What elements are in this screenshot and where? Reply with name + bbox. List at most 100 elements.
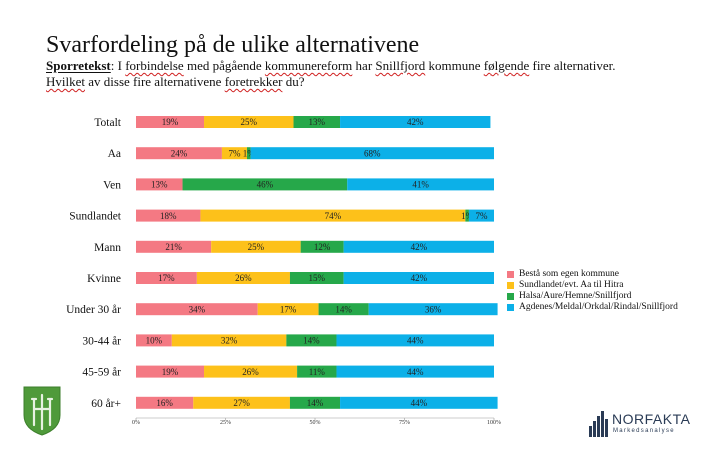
- data-label: 68%: [364, 148, 381, 158]
- category-label: 30-44 år: [82, 334, 121, 347]
- bar-segment: [465, 209, 469, 222]
- bar-segment: [286, 334, 337, 347]
- data-label: 44%: [407, 367, 424, 377]
- bar-segment: [204, 116, 294, 128]
- bar-segment: [336, 334, 494, 347]
- data-label: 18%: [160, 211, 177, 221]
- data-label: 25%: [241, 117, 258, 127]
- data-label: 14%: [335, 304, 352, 314]
- data-label: 21%: [165, 242, 182, 252]
- bar-segment: [171, 334, 287, 347]
- bar-segment: [193, 396, 290, 409]
- bar-segment: [257, 303, 319, 316]
- legend-item: Sundlandet/evt. Aa til Hitra: [507, 280, 678, 291]
- municipality-crest-icon: [23, 386, 61, 436]
- data-label: 41%: [412, 180, 429, 190]
- question-label: Sporretekst: [46, 58, 111, 73]
- data-label: 17%: [158, 273, 175, 283]
- data-label: 11%: [309, 367, 326, 377]
- data-label: 17%: [280, 304, 297, 314]
- category-label: Under 30 år: [66, 303, 121, 316]
- chart-legend: Bestå som egen kommune Sundlandet/evt. Aa…: [507, 269, 678, 313]
- data-label: 14%: [307, 398, 324, 408]
- bar-segment: [136, 116, 205, 128]
- data-label: 1%: [243, 148, 256, 158]
- question-part-3: har: [352, 58, 376, 73]
- bar-segment: [300, 240, 344, 253]
- category-label: Kvinne: [87, 273, 121, 285]
- bar-segment: [343, 272, 494, 284]
- legend-swatch: [507, 271, 514, 278]
- data-label: 42%: [411, 273, 428, 283]
- bar-segment: [246, 147, 251, 160]
- data-label: 44%: [407, 336, 424, 346]
- question-word-2: kommunereform: [264, 58, 353, 73]
- bar-segment: [289, 272, 344, 284]
- x-tick-label: 50%: [310, 420, 321, 426]
- legend-label: Agdenes/Meldal/Orkdal/Rindal/Snillfjord: [519, 302, 678, 312]
- data-label: 16%: [156, 398, 173, 408]
- page-title: Svarfordeling på de ulike alternativene: [46, 32, 420, 58]
- x-tick-label: 25%: [220, 420, 231, 426]
- bar-segment: [136, 147, 222, 160]
- brand-subtitle: Markedsanalyse: [613, 428, 675, 434]
- data-label: 24%: [171, 148, 188, 158]
- bar-segment: [289, 396, 341, 409]
- category-label: Sundlandet: [69, 211, 122, 223]
- data-label: 13%: [309, 117, 326, 127]
- data-label: 7%: [475, 211, 488, 221]
- legend-swatch: [507, 293, 514, 300]
- data-label: 14%: [303, 336, 320, 346]
- bar-segment: [347, 178, 494, 191]
- data-label: 34%: [189, 304, 206, 314]
- data-label: 15%: [309, 273, 326, 283]
- question-part-7: du?: [282, 74, 305, 89]
- category-label: Ven: [103, 179, 121, 191]
- x-tick-label: 0%: [132, 420, 140, 426]
- bar-segment: [136, 240, 212, 253]
- bar-segment: [343, 240, 494, 253]
- category-label: 60 år+: [91, 397, 121, 410]
- data-label: 44%: [411, 398, 428, 408]
- data-label: 74%: [325, 211, 342, 221]
- question-part-1: : I: [110, 58, 126, 73]
- data-label: 7%: [228, 148, 241, 158]
- category-label: 45-59 år: [82, 366, 121, 379]
- data-label: 13%: [151, 180, 168, 190]
- bar-segment: [182, 178, 348, 191]
- data-label: 10%: [146, 336, 163, 346]
- bar-segment: [200, 209, 466, 222]
- category-label: Aa: [108, 148, 121, 160]
- legend-item: Agdenes/Meldal/Orkdal/Rindal/Snillfjord: [507, 302, 678, 313]
- bar-segment: [136, 178, 183, 191]
- question-part-2: med pågående: [183, 58, 265, 73]
- bar-segment: [250, 147, 494, 160]
- legend-label: Halsa/Aure/Hemne/Snillfjord: [519, 291, 632, 301]
- bar-segment: [318, 303, 369, 316]
- data-label: 19%: [162, 117, 179, 127]
- brand-name: NORFAKTA: [612, 411, 691, 427]
- bar-segment: [136, 334, 172, 347]
- bar-segment: [221, 147, 247, 160]
- data-label: 32%: [221, 336, 238, 346]
- data-label: 42%: [407, 117, 424, 127]
- x-tick-label: 75%: [399, 420, 410, 426]
- legend-label: Bestå som egen kommune: [519, 269, 619, 279]
- question-part-6: av disse fire alternativene: [85, 74, 225, 89]
- data-label: 12%: [314, 242, 331, 252]
- data-label: 25%: [248, 242, 265, 252]
- question-word-3: Snillfjord: [375, 58, 426, 73]
- question-word-1: forbindelse: [125, 58, 184, 73]
- bar-segment: [368, 303, 498, 316]
- bar-segment: [136, 303, 258, 316]
- legend-swatch: [507, 282, 514, 289]
- question-part-5: fire alternativer.: [529, 58, 616, 73]
- legend-label: Sundlandet/evt. Aa til Hitra: [519, 280, 624, 290]
- bar-segment: [204, 365, 298, 378]
- data-label: 46%: [257, 180, 274, 190]
- bar-segment: [136, 209, 201, 222]
- data-label: 1%: [461, 211, 474, 221]
- data-label: 36%: [425, 304, 442, 314]
- bar-segment: [297, 365, 337, 378]
